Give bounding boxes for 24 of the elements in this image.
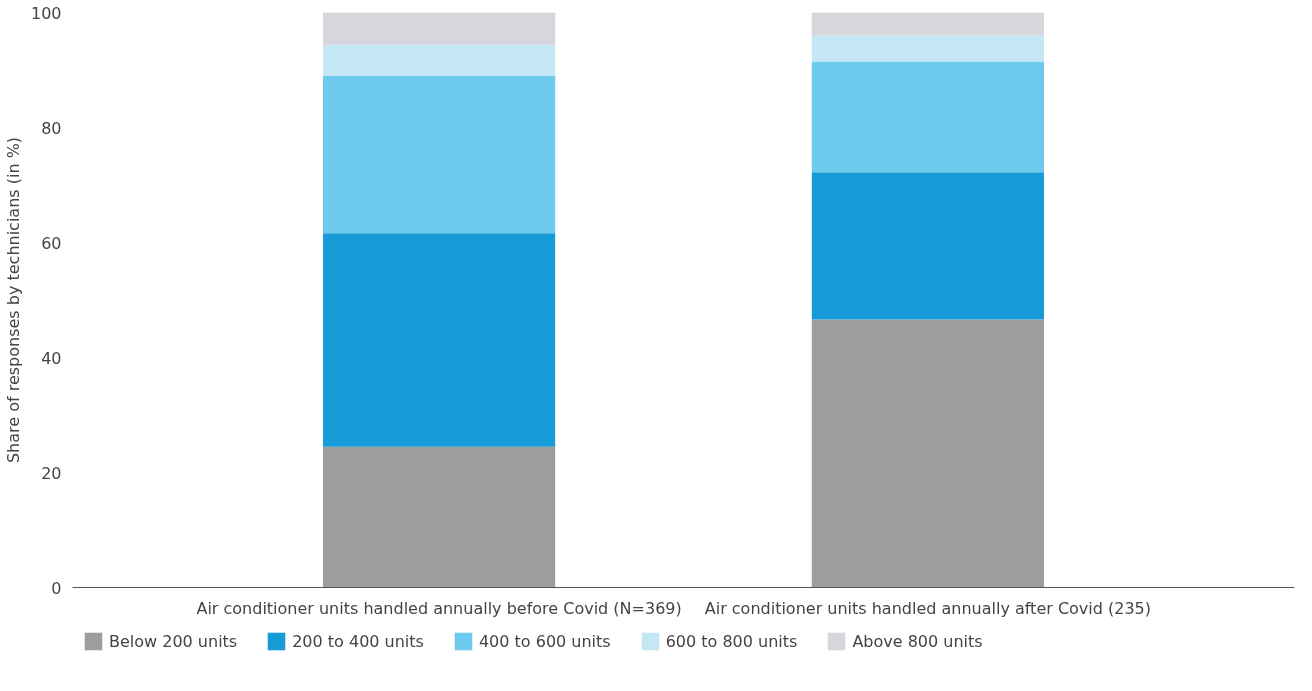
legend-label: 400 to 600 units	[478, 631, 611, 651]
bar	[323, 446, 556, 588]
bar	[323, 44, 556, 76]
legend-label: 200 to 400 units	[292, 631, 424, 651]
legend-label: Above 800 units	[852, 631, 983, 651]
y-tick-label: 60	[41, 233, 62, 253]
bar	[323, 75, 556, 234]
bar	[811, 61, 1044, 173]
y-tick-label: 100	[30, 3, 62, 23]
bar	[811, 35, 1044, 62]
x-tick-label: Air conditioner units handled annually after Covid (235)	[704, 598, 1152, 618]
bar	[323, 12, 556, 45]
y-tick-label: 40	[41, 348, 62, 368]
y-tick-label: 80	[41, 118, 62, 138]
bar	[811, 172, 1044, 320]
bar	[811, 319, 1044, 588]
legend-label: 600 to 800 units	[665, 631, 798, 651]
bar	[323, 233, 556, 447]
legend-label: Below 200 units	[109, 631, 238, 651]
bar	[811, 12, 1044, 36]
y-tick-label: 20	[41, 463, 62, 483]
x-tick-label: Air conditioner units handled annually before Covid (N=369)	[196, 598, 682, 618]
y-tick-label: 0	[51, 578, 62, 598]
y-axis-title: Share of responses by technicians (in %)	[3, 136, 23, 464]
